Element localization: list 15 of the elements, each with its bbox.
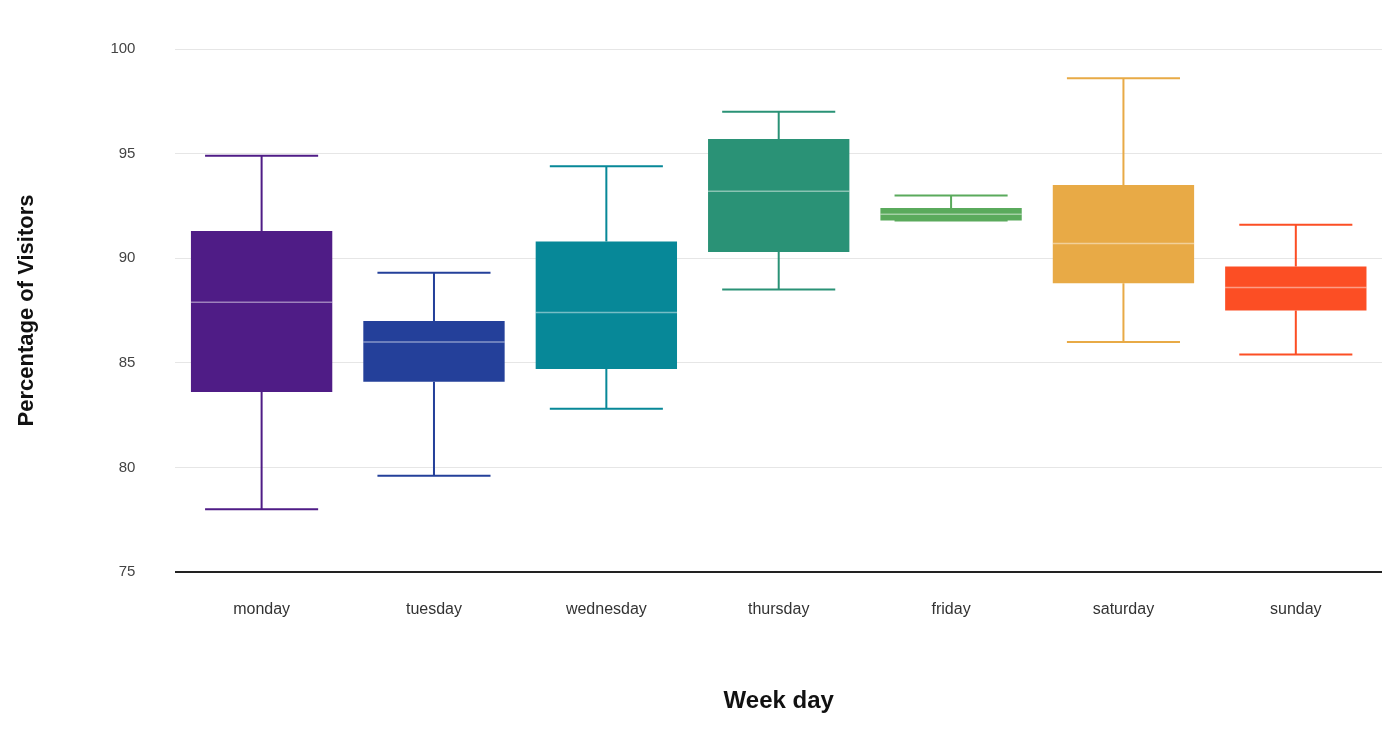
y-tick-label: 90 [118,248,136,266]
y-tick-label: 85 [118,352,136,370]
x-tick-label: friday [931,600,971,618]
x-tick-label: thursday [748,600,810,618]
x-tick-label: saturday [1092,600,1155,618]
x-tick-label: wednesday [564,600,647,618]
y-tick-label: 100 [110,39,136,57]
y-tick-label: 95 [118,143,136,161]
y-axis-title: Percentage of Visitors [13,194,39,427]
y-tick-label: 75 [118,562,136,580]
y-tick-label: 80 [118,457,136,475]
x-tick-label: tuesday [405,600,462,618]
x-tick-label: monday [233,600,291,618]
x-tick-label: sunday [1270,600,1322,618]
x-axis-title: Week day [723,686,835,714]
